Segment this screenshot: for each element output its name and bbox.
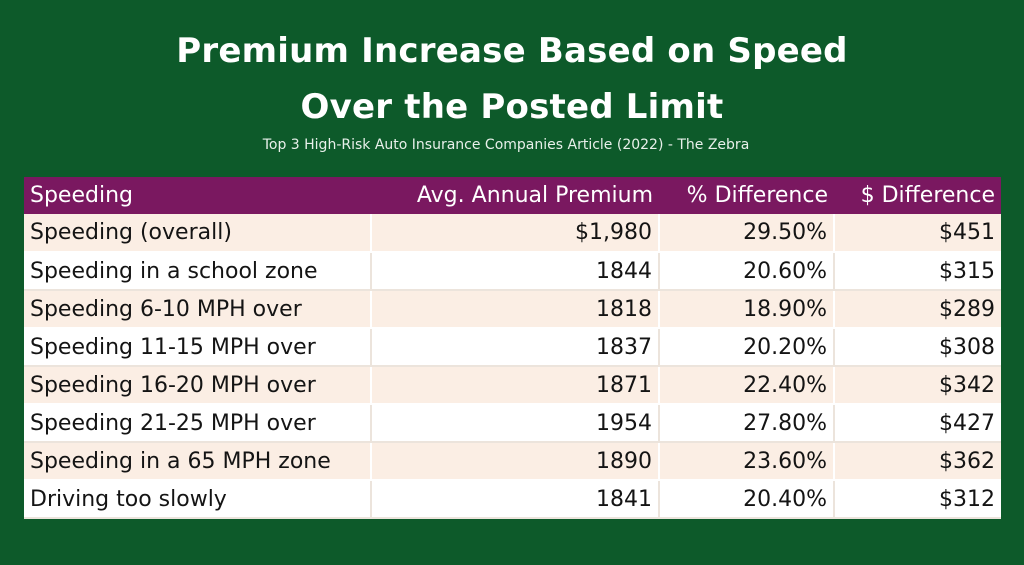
table-cell: Speeding 6-10 MPH over xyxy=(24,290,372,329)
chart-subtitle: Top 3 High-Risk Auto Insurance Companies… xyxy=(262,137,750,153)
table-row: Speeding 11-15 MPH over 1837 20.20% $308 xyxy=(24,328,1001,367)
table-cell: 18.90% xyxy=(659,290,835,329)
table-cell: $362 xyxy=(834,442,1001,481)
table-cell: 22.40% xyxy=(659,366,835,405)
table-cell: 1871 xyxy=(371,366,660,405)
chart-title-line-1: Premium Increase Based on Speed xyxy=(176,31,848,71)
table-cell: 1954 xyxy=(371,404,660,443)
table-cell: $427 xyxy=(834,404,1001,443)
table-cell: 20.60% xyxy=(659,252,835,291)
table-cell: 1890 xyxy=(371,442,660,481)
table-cell: $1,980 xyxy=(371,214,660,253)
table-cell: $315 xyxy=(834,252,1001,291)
table-row: Speeding 21-25 MPH over 1954 27.80% $427 xyxy=(24,404,1001,443)
table-cell: Speeding in a school zone xyxy=(24,252,372,291)
table-cell: $451 xyxy=(834,214,1001,253)
table-cell: Speeding 21-25 MPH over xyxy=(24,404,372,443)
table-cell: 1841 xyxy=(371,480,660,519)
table-cell: 20.40% xyxy=(659,480,835,519)
table-row: Speeding (overall) $1,980 29.50% $451 xyxy=(24,214,1001,253)
table-cell: Driving too slowly xyxy=(24,480,372,519)
table-cell: 29.50% xyxy=(659,214,835,253)
table-row: Speeding in a 65 MPH zone 1890 23.60% $3… xyxy=(24,442,1001,481)
table-cell: $342 xyxy=(834,366,1001,405)
table-row: Speeding in a school zone 1844 20.60% $3… xyxy=(24,252,1001,291)
table-row: Speeding 16-20 MPH over 1871 22.40% $342 xyxy=(24,366,1001,405)
table-cell: $308 xyxy=(834,328,1001,367)
column-header: $ Difference xyxy=(834,177,1001,214)
table-cell: 1844 xyxy=(371,252,660,291)
table-cell: 27.80% xyxy=(659,404,835,443)
table-cell: $289 xyxy=(834,290,1001,329)
table-cell: Speeding 11-15 MPH over xyxy=(24,328,372,367)
column-header: Speeding xyxy=(24,177,371,214)
table-cell: $312 xyxy=(834,480,1001,519)
table-cell: 23.60% xyxy=(659,442,835,481)
table-cell: Speeding 16-20 MPH over xyxy=(24,366,372,405)
table-cell: 1837 xyxy=(371,328,660,367)
column-header: Avg. Annual Premium xyxy=(371,177,659,214)
chart-title-line-2: Over the Posted Limit xyxy=(300,87,724,127)
table-row: Speeding 6-10 MPH over 1818 18.90% $289 xyxy=(24,290,1001,329)
column-header: % Difference xyxy=(659,177,834,214)
premium-table: Speeding Avg. Annual Premium % Differenc… xyxy=(24,177,1001,519)
table-cell: 1818 xyxy=(371,290,660,329)
table-header-row: Speeding Avg. Annual Premium % Differenc… xyxy=(24,177,1001,214)
table-row: Driving too slowly 1841 20.40% $312 xyxy=(24,480,1001,519)
table-cell: Speeding (overall) xyxy=(24,214,372,253)
table-cell: Speeding in a 65 MPH zone xyxy=(24,442,372,481)
table-cell: 20.20% xyxy=(659,328,835,367)
